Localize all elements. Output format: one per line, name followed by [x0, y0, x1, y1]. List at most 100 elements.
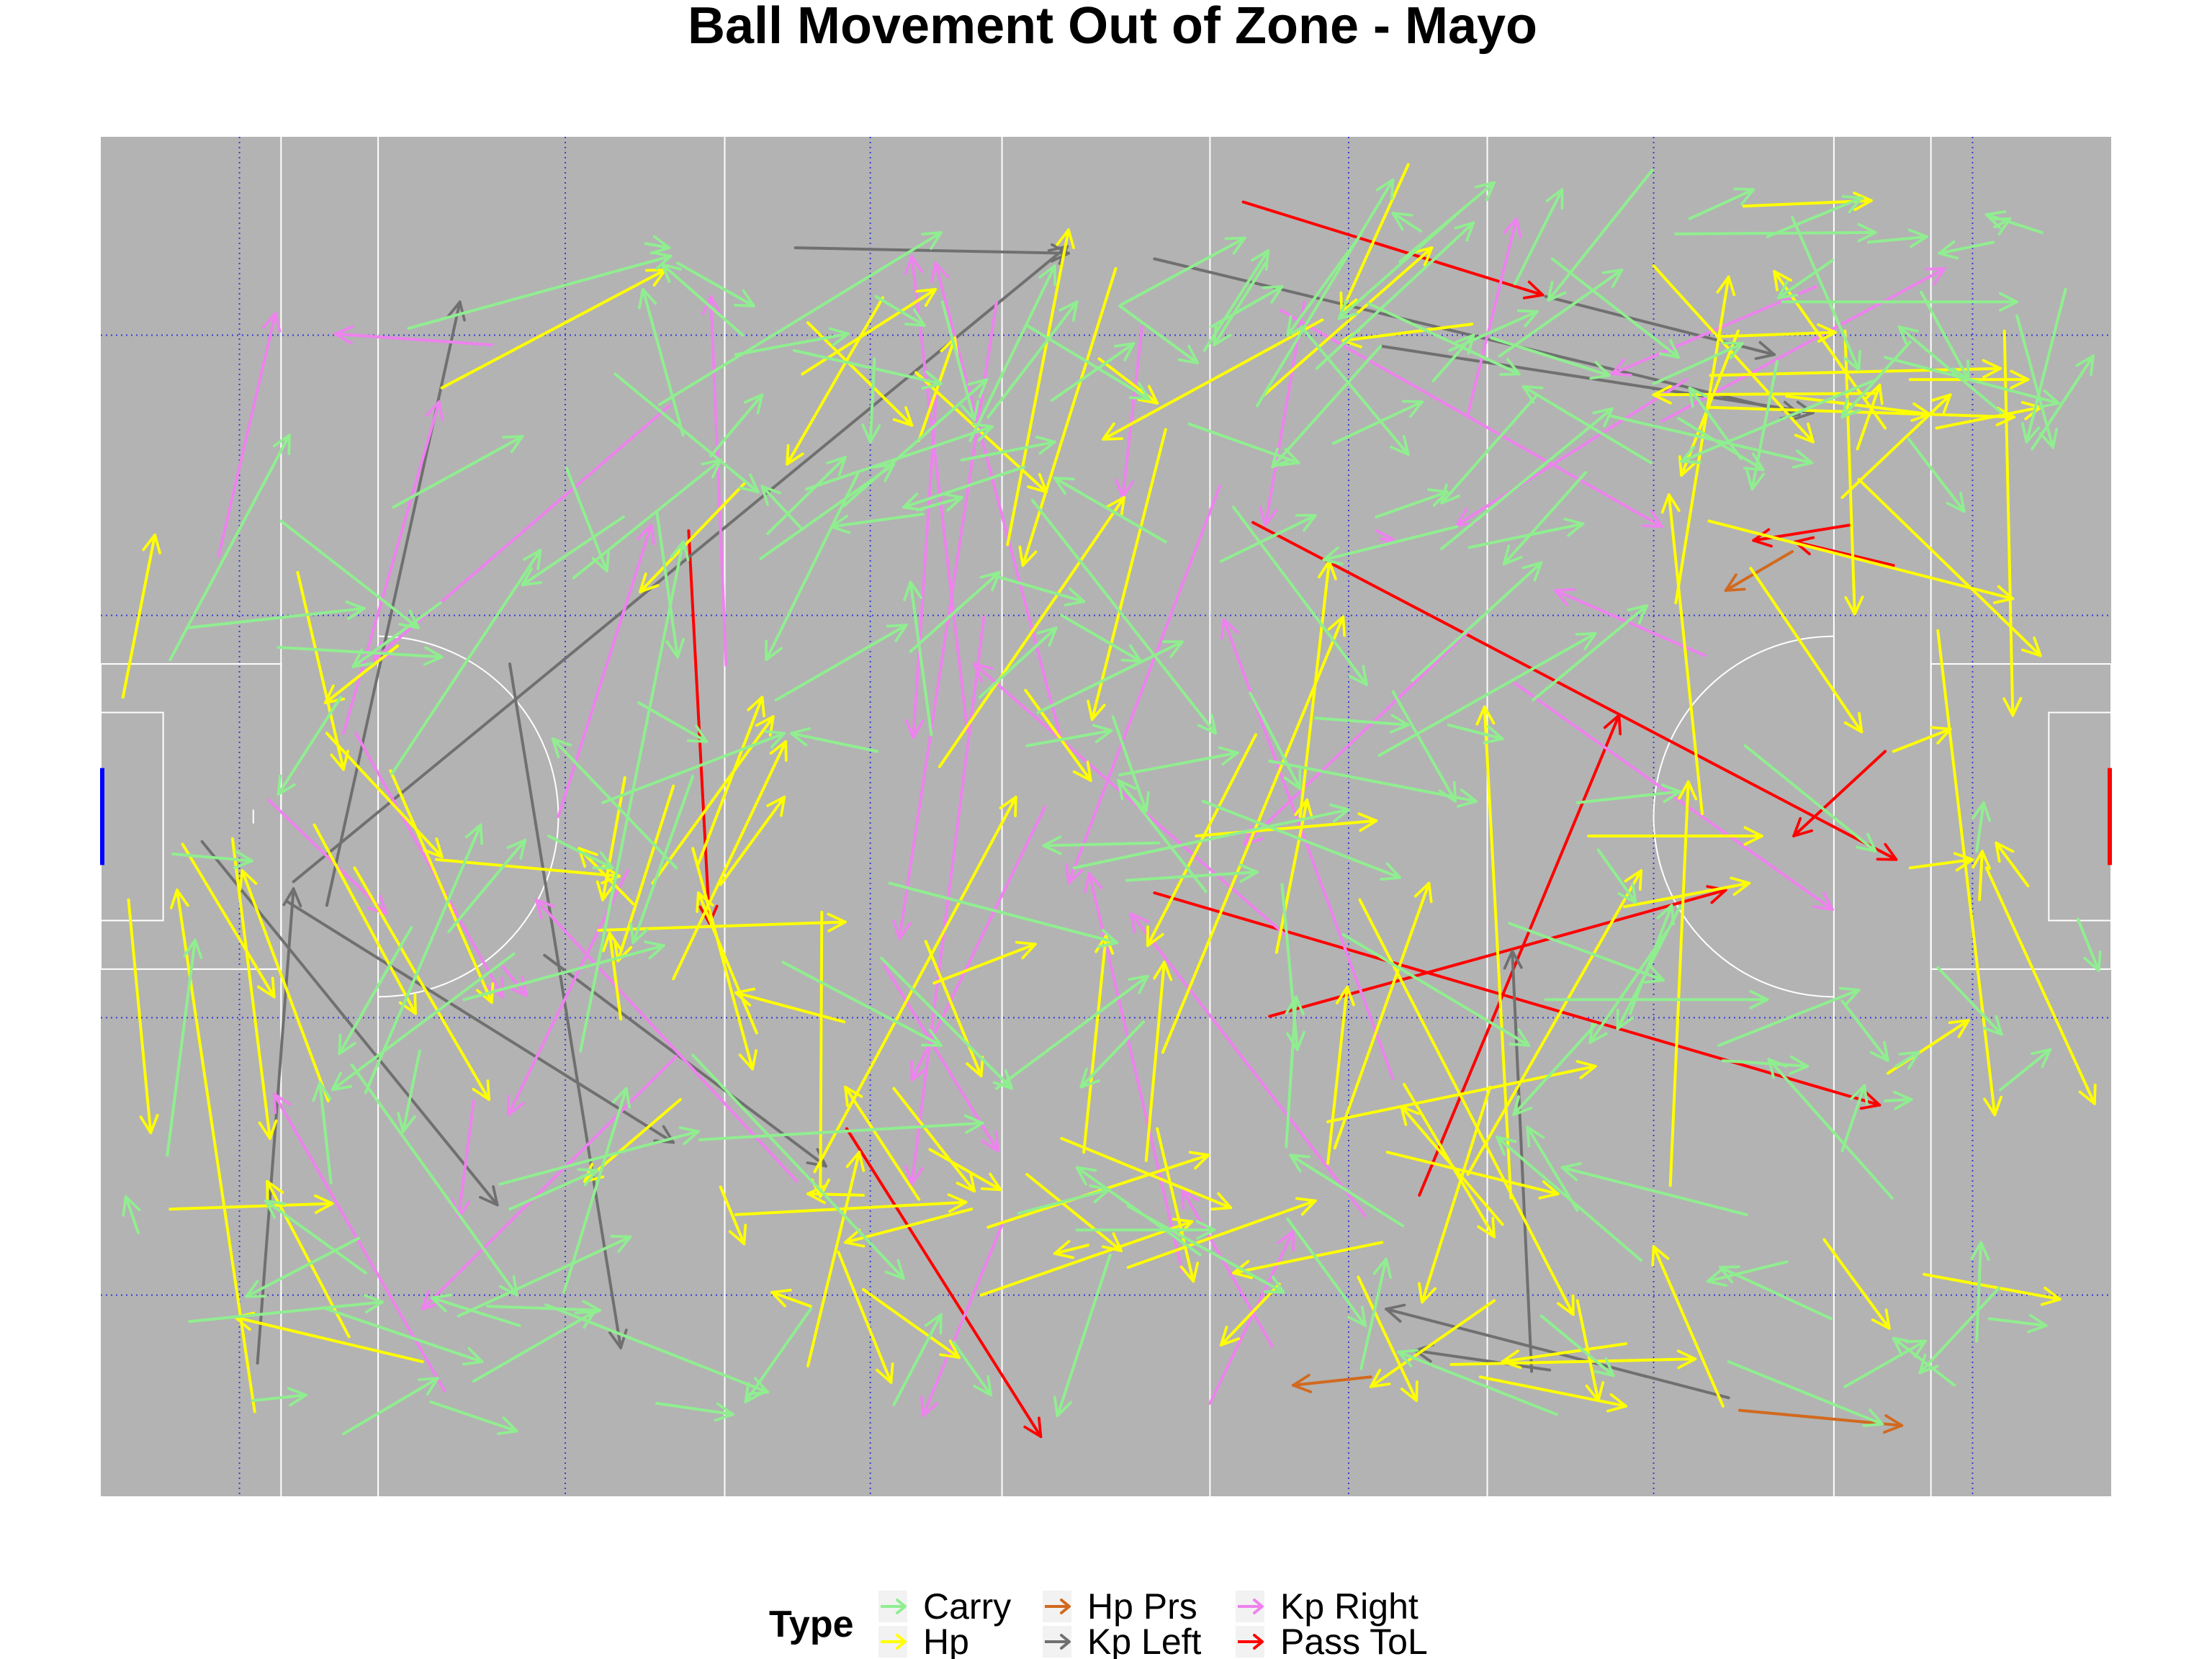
arrow-carry-103	[655, 510, 685, 659]
arrow-hp-124	[719, 796, 786, 886]
arrow-hp-51	[1144, 961, 1173, 1162]
arrow-carry-63	[1502, 471, 1588, 566]
arrow-carry-139	[1359, 1257, 1393, 1370]
arrow-hp-2	[230, 837, 278, 1140]
arrow-carry-50	[1897, 325, 2003, 415]
arrow-hp-98	[844, 1208, 974, 1248]
arrow-carry-46	[1551, 257, 1681, 359]
arrow-hp-59	[1623, 876, 1751, 909]
arrow-kp-right-2	[904, 254, 969, 732]
arrow-carry-48	[1791, 215, 1861, 372]
arrow-carry-104	[572, 458, 722, 580]
legend-title: Type	[769, 1604, 854, 1645]
arrow-carry-92	[1467, 517, 1585, 549]
arrow-hp-32	[1025, 1173, 1123, 1252]
arrow-carry-115	[698, 1114, 984, 1141]
arrow-hp-49	[892, 1087, 976, 1193]
arrow-hp-107	[1006, 228, 1075, 547]
arrow-carry-29	[658, 230, 943, 406]
arrow-kp-right-10	[1115, 325, 1144, 499]
arrow-hp-9	[389, 769, 495, 1004]
arrow-carry-182	[1286, 232, 1363, 337]
arrow-carry-75	[1508, 922, 1665, 984]
arrow-carry-126	[1526, 1125, 1579, 1213]
arrow-carry-121	[1017, 1184, 1110, 1215]
arrow-kp-right-28	[272, 1092, 446, 1393]
arrow-carry-143	[1053, 1253, 1112, 1418]
arrow-hp-96	[837, 1250, 894, 1384]
arrow-kp-right-1	[501, 965, 529, 997]
arrow-carry-190	[760, 485, 804, 531]
arrow-hp-94	[1400, 1105, 1504, 1226]
legend-swatch-arrowhead	[1060, 1599, 1071, 1614]
arrow-carry-34	[968, 264, 1056, 442]
legend-label-hp: Hp	[923, 1622, 969, 1659]
arrow-carry-39	[1120, 236, 1246, 307]
arrow-carry-171	[1776, 258, 1834, 300]
arrow-hp-83	[1856, 383, 1884, 451]
arrow-carry-161	[1391, 690, 1457, 803]
arrow-carry-100	[1030, 498, 1218, 735]
arrow-carry-168	[1547, 168, 1654, 302]
legend-label-hp-prs: Hp Prs	[1087, 1586, 1197, 1627]
arrow-carry-106	[392, 435, 524, 509]
arrow-carry-170	[1766, 195, 1863, 238]
arrow-carry-134	[1892, 1336, 1956, 1387]
arrow-carry-165	[1616, 905, 1682, 1030]
arrow-carry-197	[940, 300, 980, 421]
arrow-hp-28	[928, 1148, 1002, 1192]
arrow-carry-108	[185, 601, 366, 629]
arrow-carry-136	[1727, 1360, 1884, 1427]
arrow-carry-188	[902, 465, 1026, 511]
arrow-carry-124	[1285, 995, 1305, 1148]
arrow-carry-61	[1271, 344, 1382, 469]
arrow-hp-92	[1357, 1275, 1419, 1403]
arrow-hp-82	[1995, 841, 2030, 888]
arrow-carry-27	[565, 467, 611, 572]
arrow-carry-148	[431, 1293, 521, 1327]
series-hp	[121, 163, 2097, 1413]
arrow-carry-193	[644, 235, 671, 255]
arrow-carry-16	[457, 1234, 632, 1318]
arrow-carry-96	[1036, 640, 1184, 714]
arrow-carry-26	[613, 372, 760, 494]
arrow-carry-166	[1721, 1055, 1809, 1075]
arrow-hp-121	[813, 796, 1017, 1174]
arrow-carry-117	[781, 961, 943, 1047]
arrow-hp-15	[233, 1311, 424, 1364]
arrow-carry-7	[276, 696, 343, 796]
arrow-hp-31	[1156, 1127, 1200, 1283]
arrow-kp-right-22	[1180, 1188, 1274, 1348]
arrow-kp-right-35	[1466, 217, 1522, 416]
legend-swatch-arrowhead	[1060, 1634, 1071, 1650]
arrow-carry-42	[1255, 178, 1395, 408]
arrow-hp-6	[353, 866, 491, 1101]
arrow-hp-1	[127, 898, 159, 1135]
arrow-hp-8	[440, 268, 667, 390]
arrow-carry-152	[397, 1049, 421, 1133]
arrow-carry-164	[1596, 848, 1637, 904]
arrow-hp-50	[1082, 934, 1115, 1154]
arrow-hp-102	[639, 480, 747, 593]
arrow-kp-right-20	[1243, 629, 1471, 846]
arrow-kp-left-7	[793, 243, 1070, 263]
arrow-hp-90	[1418, 1085, 1492, 1304]
series-carry	[122, 168, 2102, 1436]
arrow-hp-48	[1024, 688, 1092, 782]
arrow-hp-42	[1668, 780, 1698, 1187]
arrow-carry-194	[676, 261, 755, 307]
arrow-carry-8	[390, 549, 542, 775]
arrow-carry-59	[1608, 414, 1814, 469]
arrow-kp-left-2	[285, 899, 675, 1144]
arrow-carry-21	[521, 515, 625, 587]
arrow-carry-131	[1970, 1241, 1990, 1343]
arrow-carry-97	[1060, 613, 1143, 663]
arrow-carry-19	[601, 729, 786, 804]
arrow-hp-55	[1475, 705, 1513, 1200]
arrow-carry-2	[166, 938, 203, 1157]
arrow-hp-114	[1298, 559, 1337, 818]
arrow-carry-192	[660, 263, 745, 337]
arrow-carry-9	[338, 926, 413, 1056]
arrow-hp-80	[1984, 866, 2097, 1105]
arrow-carry-66	[1377, 631, 1597, 757]
